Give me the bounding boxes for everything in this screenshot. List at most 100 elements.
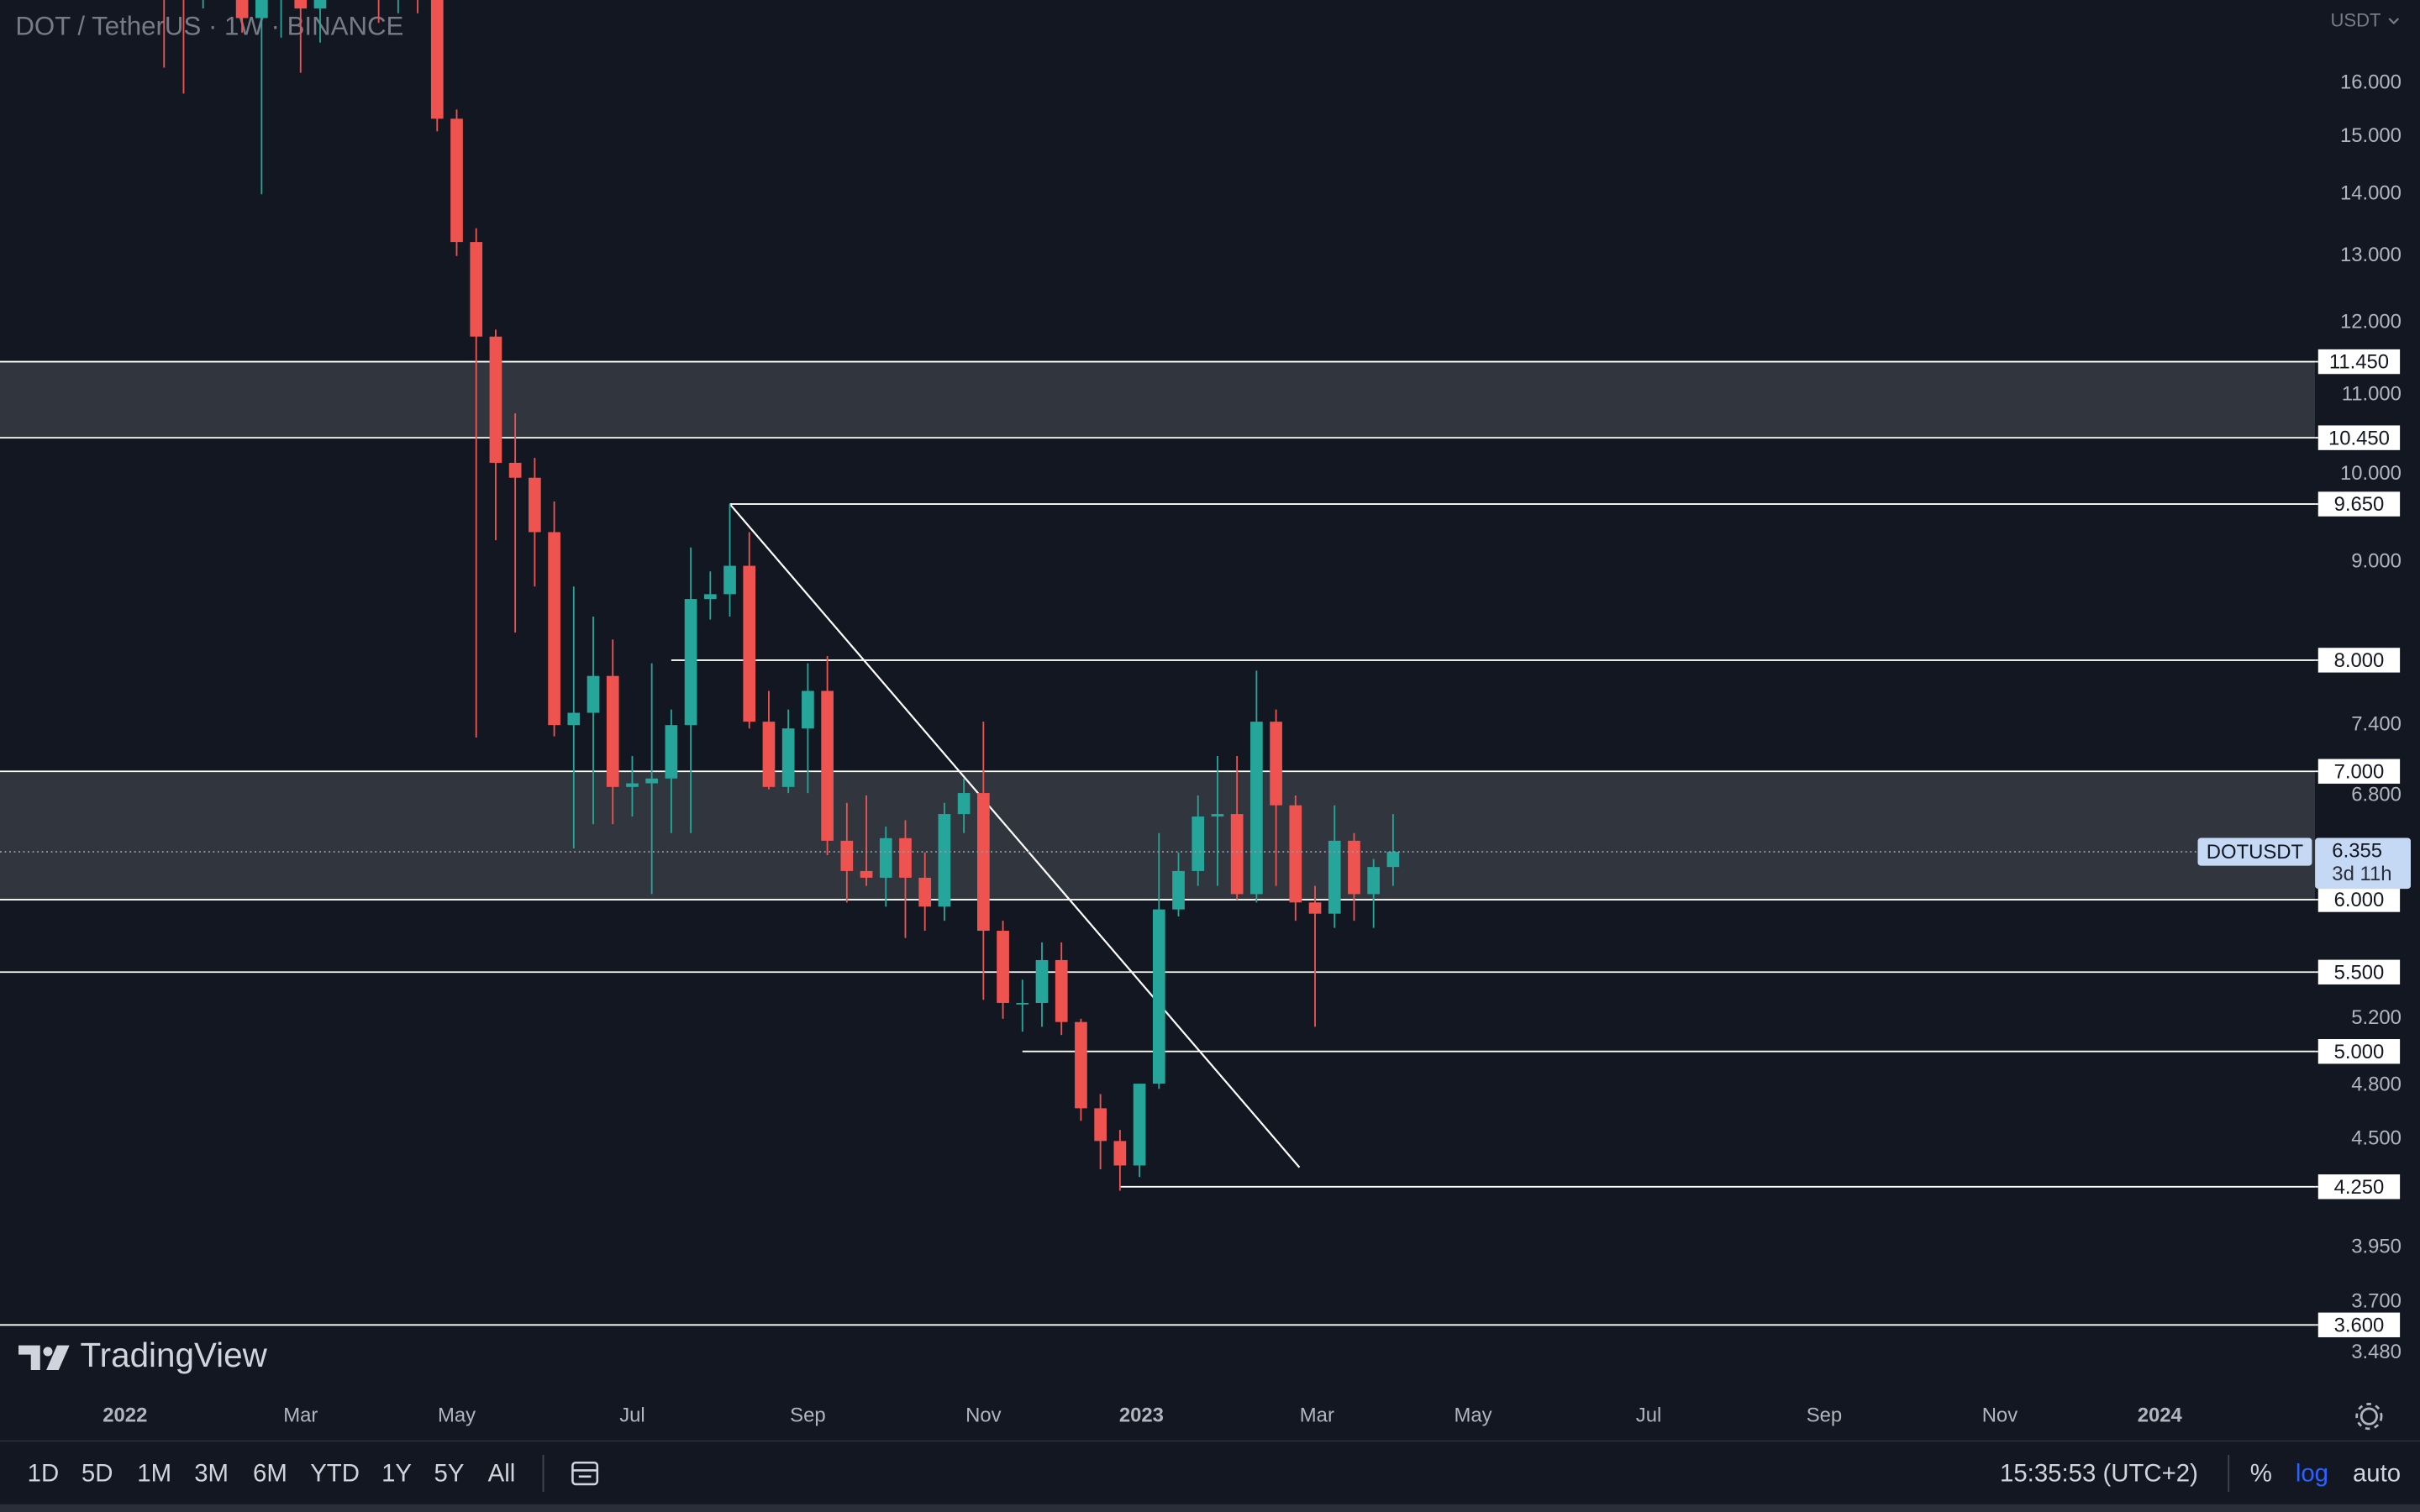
y-tick-label: 12.000 bbox=[2340, 310, 2402, 333]
candle-body bbox=[976, 793, 990, 932]
level-label: 3.600 bbox=[2334, 1314, 2385, 1336]
range-button[interactable]: 1M bbox=[137, 1460, 171, 1488]
level-label: 5.000 bbox=[2334, 1041, 2385, 1063]
percent-button[interactable]: % bbox=[2250, 1460, 2272, 1488]
x-tick-label: Jul bbox=[619, 1404, 645, 1426]
symbol-label-box bbox=[2197, 837, 2312, 866]
toolbar: 1D 5D 1M 3M 6M YTD 1Y 5Y All 15:35:53 (UTC+2)% log… bbox=[28, 1460, 2402, 1488]
range-button[interactable]: 5Y bbox=[434, 1460, 465, 1488]
candle-body bbox=[665, 725, 678, 779]
level-label-box bbox=[2317, 1174, 2401, 1200]
x-tick-label: Nov bbox=[1982, 1404, 2018, 1426]
y-tick-label: 3.480 bbox=[2351, 1341, 2402, 1363]
range-button[interactable]: YTD bbox=[310, 1460, 360, 1488]
candle-body bbox=[703, 594, 717, 600]
candle-body bbox=[918, 877, 932, 907]
y-tick-label: 6.800 bbox=[2351, 783, 2402, 806]
candle-body bbox=[1016, 1002, 1029, 1005]
settings-icon[interactable] bbox=[2355, 1403, 2383, 1431]
clock[interactable]: 15:35:53 (UTC+2) bbox=[2000, 1460, 2198, 1488]
candle-body bbox=[430, 0, 444, 119]
candle-body bbox=[1270, 722, 1282, 806]
candle-body bbox=[1308, 902, 1322, 914]
candle-body bbox=[879, 837, 892, 878]
y-tick-label: 5.200 bbox=[2351, 1006, 2402, 1029]
brand-name: TradingView bbox=[81, 1336, 268, 1374]
symbol-title[interactable]: DOT / TetherUS · 1W · BINANCE bbox=[15, 11, 403, 40]
candle-body bbox=[1367, 867, 1381, 895]
log-button[interactable]: log bbox=[2296, 1460, 2328, 1488]
x-tick-label: May bbox=[1455, 1404, 1492, 1426]
candle-body bbox=[313, 0, 327, 9]
level-label-box bbox=[2317, 648, 2401, 673]
y-tick-label: 4.500 bbox=[2351, 1126, 2402, 1149]
candle-body bbox=[860, 870, 873, 878]
auto-button[interactable]: auto bbox=[2353, 1460, 2401, 1488]
candle-body bbox=[957, 793, 971, 815]
level-label: 9.650 bbox=[2334, 493, 2385, 516]
x-tick-label: Mar bbox=[1300, 1404, 1334, 1426]
range-button[interactable]: 5D bbox=[82, 1460, 113, 1488]
candle-body bbox=[1075, 1021, 1087, 1109]
range-button[interactable]: 1D bbox=[28, 1460, 60, 1488]
y-tick-label: 3.700 bbox=[2351, 1289, 2402, 1312]
candle-body bbox=[450, 118, 463, 243]
candle-body bbox=[489, 336, 502, 463]
y-tick-label: 15.000 bbox=[2340, 124, 2402, 147]
candle-body bbox=[645, 778, 659, 784]
candle-body bbox=[840, 840, 854, 871]
level-label-box bbox=[2317, 349, 2401, 375]
date-range-icon[interactable] bbox=[571, 1461, 599, 1486]
candle-body bbox=[1094, 1108, 1107, 1142]
candle-body bbox=[1055, 959, 1068, 1022]
range-button[interactable]: 1Y bbox=[381, 1460, 412, 1488]
candle-body bbox=[548, 532, 560, 726]
range-button[interactable]: All bbox=[488, 1460, 516, 1488]
candle-body bbox=[1250, 722, 1263, 895]
x-tick-label: Sep bbox=[790, 1404, 825, 1426]
price-axis: 16.000 15.000 14.000 13.000 12.000 11.000 10.0… bbox=[2315, 71, 2411, 1363]
candle-body bbox=[508, 462, 522, 478]
candle-body bbox=[899, 837, 912, 878]
currency-chevron[interactable] bbox=[2388, 18, 2400, 25]
candle-body bbox=[567, 712, 581, 726]
level-label: 7.000 bbox=[2334, 760, 2385, 783]
y-tick-label: 3.950 bbox=[2351, 1236, 2402, 1258]
candles bbox=[0, 0, 2316, 1191]
y-tick-label: 9.000 bbox=[2351, 549, 2402, 572]
candle-body bbox=[1386, 852, 1400, 868]
x-tick-label: 2024 bbox=[2138, 1404, 2183, 1426]
level-label: 5.500 bbox=[2334, 961, 2385, 984]
candle-body bbox=[1230, 814, 1244, 895]
candle-body bbox=[802, 690, 814, 729]
y-tick-label: 10.000 bbox=[2340, 462, 2402, 485]
candle-body bbox=[762, 722, 776, 787]
candle-body bbox=[1133, 1084, 1146, 1166]
candle-body bbox=[781, 728, 795, 787]
y-tick-label: 16.000 bbox=[2340, 71, 2402, 93]
level-label-box bbox=[2317, 887, 2401, 912]
candle-body bbox=[1289, 805, 1302, 903]
level-label-box bbox=[2317, 491, 2401, 517]
range-button[interactable]: 6M bbox=[253, 1460, 287, 1488]
y-tick-label: 4.800 bbox=[2351, 1073, 2402, 1095]
candle-body bbox=[1172, 870, 1185, 910]
candle-body bbox=[1035, 959, 1049, 1003]
zones bbox=[0, 361, 2316, 900]
candle-body bbox=[470, 242, 483, 337]
candle-body bbox=[743, 565, 756, 722]
level-label: 8.000 bbox=[2334, 649, 2385, 672]
x-tick-label: Nov bbox=[965, 1404, 1001, 1426]
level-label-box bbox=[2317, 425, 2401, 450]
level-label: 4.250 bbox=[2334, 1176, 2385, 1199]
level-label-box bbox=[2317, 1312, 2401, 1337]
range-button[interactable]: 3M bbox=[194, 1460, 229, 1488]
last-price: 6.355 bbox=[2332, 839, 2382, 862]
candle-body bbox=[235, 0, 249, 18]
level-label: 10.450 bbox=[2328, 427, 2390, 449]
candle-body bbox=[606, 675, 619, 787]
candle-body bbox=[1348, 840, 1360, 895]
level-label-box bbox=[2317, 1039, 2401, 1064]
currency[interactable]: USDT bbox=[2330, 10, 2381, 31]
